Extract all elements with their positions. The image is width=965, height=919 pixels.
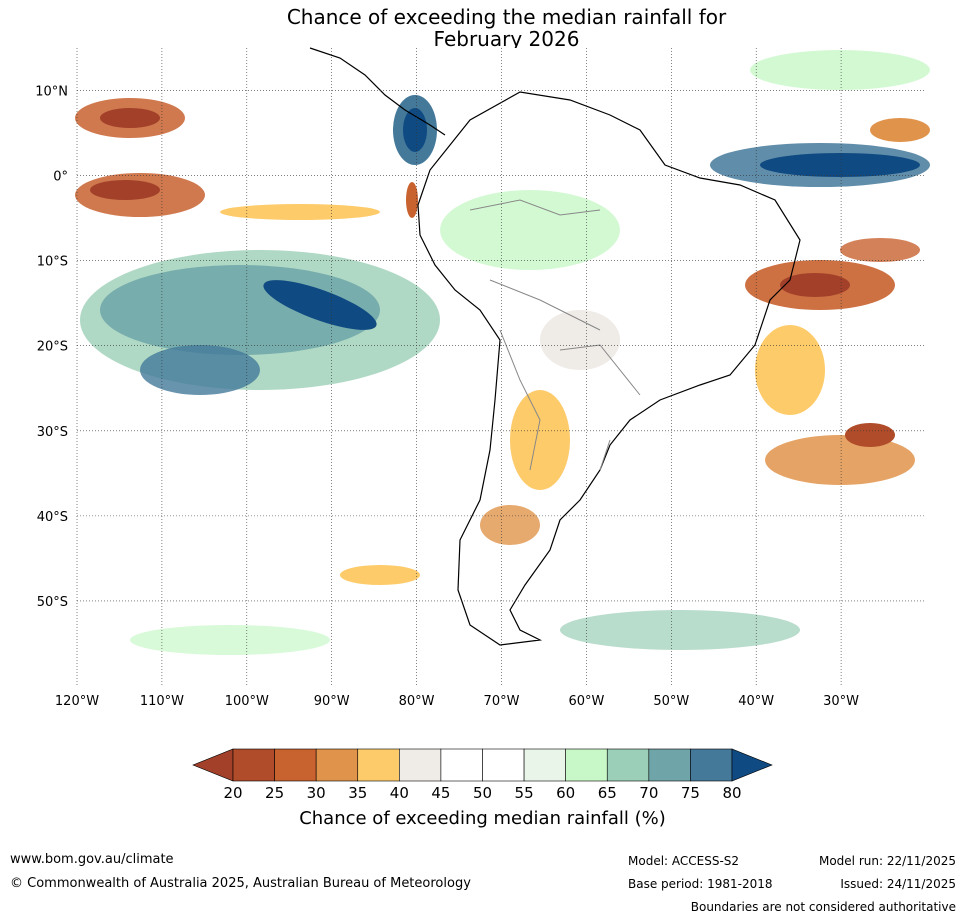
colorbar-tick-label: 45: [431, 784, 450, 802]
colorbar-tick-label: 75: [681, 784, 700, 802]
dry-patch: [480, 505, 540, 545]
model-run: Model run: 22/11/2025: [818, 854, 956, 868]
neutral-patch: [540, 310, 620, 370]
dry-patch: [220, 204, 380, 220]
colorbar-segment: [482, 748, 525, 782]
country-borders: [469, 199, 641, 471]
dry-patch: [780, 273, 850, 297]
colorbar-label: Chance of exceeding median rainfall (%): [299, 808, 666, 829]
colorbar-max-arrow: [731, 748, 773, 782]
latitude-label: 0°: [53, 170, 68, 185]
latitude-label: 50°S: [37, 595, 68, 610]
longitude-label: 80°W: [399, 694, 435, 709]
longitude-label: 90°W: [314, 694, 350, 709]
central-america-coastline: [309, 47, 446, 136]
latitude-label: 10°N: [35, 85, 68, 100]
colorbar-segment: [357, 748, 400, 782]
colorbar-min-arrow: [192, 748, 234, 782]
colorbar-segment: [399, 748, 442, 782]
longitude-label: 120°W: [55, 694, 99, 709]
colorbar-tick-label: 60: [556, 784, 575, 802]
dry-patch: [870, 118, 930, 142]
colorbar-tick-label: 30: [307, 784, 326, 802]
copyright-text: © Commonwealth of Australia 2025, Austra…: [10, 876, 471, 891]
issued-date: Issued: 24/11/2025: [840, 877, 956, 891]
colorbar: [192, 748, 773, 782]
website-link[interactable]: www.bom.gov.au/climate: [10, 852, 174, 867]
latitude-label: 10°S: [37, 255, 68, 270]
wet-patch: [750, 50, 930, 90]
colorbar-segment: [315, 748, 359, 782]
map-title-line2: February 2026: [433, 27, 580, 51]
latitude-label: 40°S: [37, 510, 68, 525]
dry-patch: [765, 435, 915, 485]
latitude-label: 30°S: [37, 425, 68, 440]
colorbar-tick-label: 50: [473, 784, 492, 802]
wet-patch: [560, 610, 800, 650]
dry-patch: [90, 180, 160, 200]
base-period: Base period: 1981-2018: [628, 877, 773, 891]
colorbar-tick-label: 20: [223, 784, 242, 802]
longitude-label: 40°W: [738, 694, 774, 709]
wet-patch: [760, 153, 920, 177]
colorbar-tick-label: 70: [639, 784, 658, 802]
dry-patch: [840, 238, 920, 262]
dry-patch: [340, 565, 420, 585]
map-title-line1: Chance of exceeding the median rainfall …: [286, 5, 727, 29]
dry-patch: [100, 108, 160, 128]
disclaimer-text: Boundaries are not considered authoritat…: [690, 900, 956, 914]
colorbar-tick-label: 55: [515, 784, 534, 802]
colorbar-segment: [523, 748, 566, 782]
colorbar-segment: [690, 748, 733, 782]
wet-patch: [440, 190, 620, 270]
colorbar-segment: [274, 748, 317, 782]
wet-patch: [140, 345, 260, 395]
longitude-label: 100°W: [225, 694, 269, 709]
longitude-label: 60°W: [568, 694, 604, 709]
dry-patch: [406, 182, 418, 218]
latitude-label: 20°S: [37, 340, 68, 355]
dry-patch: [845, 423, 895, 447]
anomaly-patches: [75, 50, 930, 655]
wet-patch: [263, 280, 377, 330]
longitude-label: 50°W: [653, 694, 689, 709]
colorbar-tick-label: 65: [598, 784, 617, 802]
wet-patch: [403, 108, 427, 152]
longitude-label: 110°W: [140, 694, 184, 709]
colorbar-segment: [440, 748, 483, 782]
colorbar-segment: [606, 748, 650, 782]
longitude-labels: 120°W 110°W 100°W 90°W 80°W 70°W 60°W 50°W 40°W 3…: [55, 694, 859, 709]
wet-patch: [130, 625, 330, 655]
colorbar-tick-label: 25: [265, 784, 284, 802]
colorbar-tick-label: 40: [390, 784, 409, 802]
longitude-label: 70°W: [484, 694, 520, 709]
dry-patch: [510, 390, 570, 490]
latitude-labels: 10°N 0° 10°S 20°S 30°S 40°S 50°S: [35, 85, 68, 610]
dry-patch: [755, 325, 825, 415]
colorbar-segment: [648, 748, 691, 782]
colorbar-tick-label: 80: [722, 784, 741, 802]
colorbar-ticks: 20 25 30 35 40 45 50 55 60 65 70 75 80: [223, 784, 741, 802]
model-name: Model: ACCESS-S2: [628, 854, 740, 868]
longitude-label: 30°W: [823, 694, 859, 709]
colorbar-tick-label: 35: [348, 784, 367, 802]
colorbar-segment: [565, 748, 608, 782]
colorbar-segment: [232, 748, 275, 782]
gridlines: [76, 48, 926, 686]
